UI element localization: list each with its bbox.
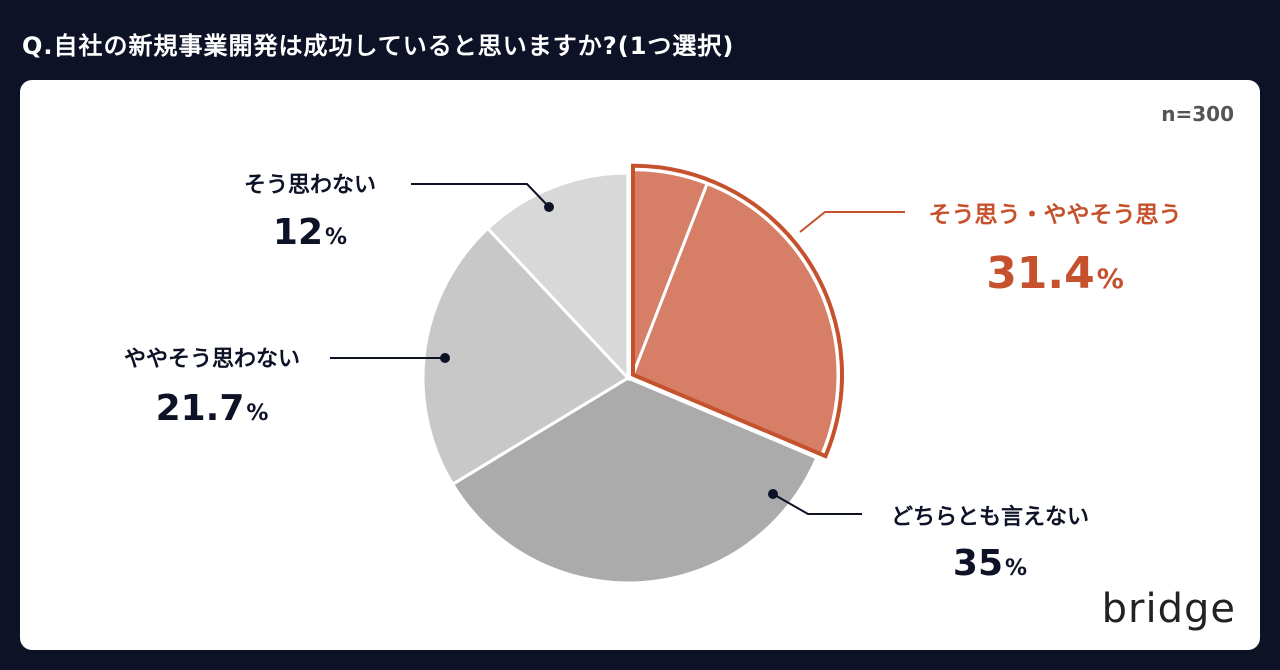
slice-value: 12%: [273, 212, 347, 253]
pie-slice: [485, 171, 630, 382]
pie-labels: そう思う・ややそう思う 31.4% どちらとも言えない 35% ややそう思わない 21.7…: [124, 173, 1182, 584]
slice-value-number: 35: [953, 543, 1003, 584]
slice-value: 31.4%: [986, 248, 1124, 299]
pie-slice: [421, 226, 631, 487]
callout-dot: [440, 353, 450, 363]
pie-slices: [421, 163, 844, 585]
callout-line: [411, 183, 550, 208]
slice-label: そう思う・ややそう思う: [929, 202, 1182, 228]
slice-label: ややそう思わない: [124, 347, 300, 372]
slice-value: 35%: [953, 543, 1027, 584]
slice-value-unit: %: [325, 225, 347, 250]
question-title: Q.自社の新規事業開発は成功していると思いますか?(1つ選択): [22, 32, 735, 60]
pie-sub-slice: [631, 181, 840, 457]
slice-value-number: 21.7: [156, 388, 245, 429]
slice-value-number: 31.4: [986, 248, 1095, 299]
slice-value: 21.7%: [156, 388, 269, 429]
brand-logo: bridge: [1101, 586, 1236, 632]
callouts: [330, 183, 905, 515]
slice-label: そう思わない: [244, 173, 376, 198]
slice-label: どちらとも言えない: [891, 504, 1089, 530]
callout-dot: [544, 202, 554, 212]
slice-value-unit: %: [1005, 556, 1027, 581]
callout-line: [799, 211, 905, 233]
slice-value-number: 12: [273, 212, 323, 253]
slice-value-unit: %: [1097, 264, 1124, 295]
callout-dot: [768, 489, 778, 499]
highlight-outline: [630, 163, 844, 459]
callout-line: [772, 493, 862, 515]
slice-value-unit: %: [246, 401, 268, 426]
sample-size: n=300: [1161, 102, 1234, 126]
